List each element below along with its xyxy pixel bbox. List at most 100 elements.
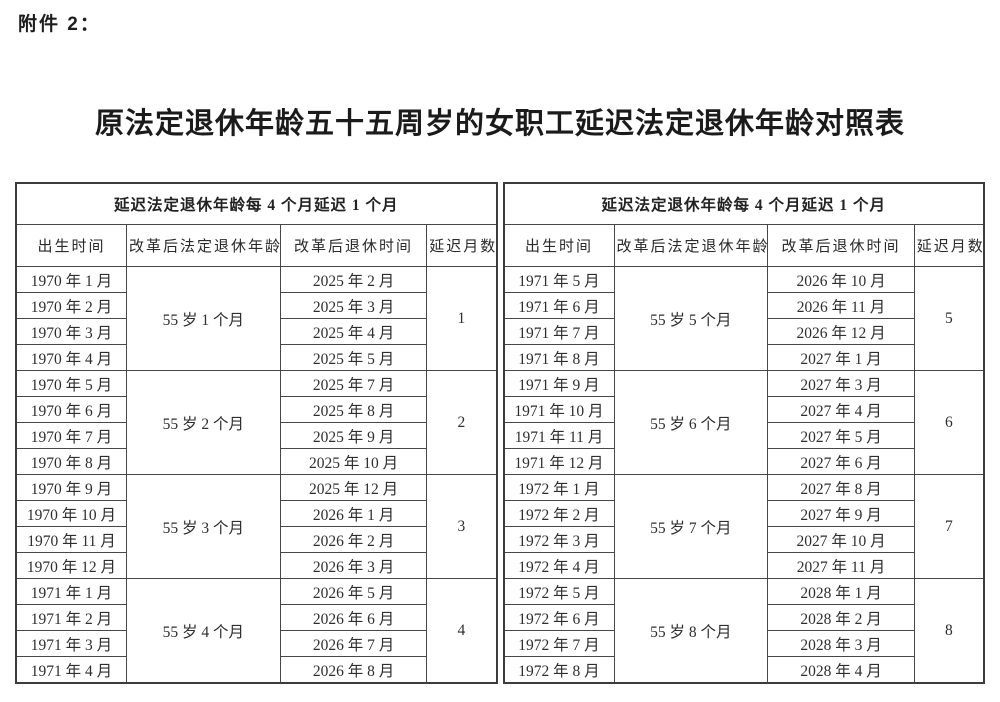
age-cell: 55 岁 8 个月	[613, 578, 769, 684]
birth-cell: 1971 年 6 月	[503, 292, 615, 319]
birth-cell: 1970 年 6 月	[15, 396, 127, 423]
table-row: 1972 年 1 月 55 岁 7 个月 2027 年 8 月 7	[503, 474, 985, 579]
table-row: 1971 年 2 月 2026 年 6 月	[15, 604, 497, 631]
retire-cell: 2026 年 6 月	[279, 604, 428, 631]
retire-cell: 2027 年 4 月	[767, 396, 915, 423]
birth-cell: 1970 年 2 月	[15, 292, 127, 319]
table-row: 1970 年 3 月 2025 年 4 月	[15, 318, 497, 345]
retire-cell: 2028 年 3 月	[767, 630, 915, 657]
retire-cell: 2025 年 9 月	[279, 422, 428, 449]
retire-cell: 2026 年 2 月	[279, 526, 428, 553]
birth-cell: 1970 年 5 月	[15, 370, 127, 397]
birth-cell: 1970 年 10 月	[15, 500, 127, 527]
birth-cell: 1972 年 3 月	[503, 526, 615, 553]
retire-cell: 2026 年 11 月	[767, 292, 915, 319]
table-row: 1970 年 6 月 2025 年 8 月	[15, 396, 497, 423]
retire-cell: 2027 年 3 月	[767, 370, 915, 397]
retire-cell: 2025 年 10 月	[279, 448, 428, 475]
table-group-header: 延迟法定退休年龄每 4 个月延迟 1 个月	[503, 182, 985, 225]
table-row: 1972 年 6 月 2028 年 2 月	[503, 604, 985, 631]
retire-cell: 2026 年 8 月	[279, 656, 428, 684]
table-row: 1971 年 8 月 2027 年 1 月	[503, 344, 985, 371]
birth-cell: 1970 年 8 月	[15, 448, 127, 475]
age-cell: 55 岁 7 个月	[613, 474, 769, 579]
col-header-retire: 改革后退休时间	[767, 224, 915, 267]
age-cell: 55 岁 2 个月	[126, 370, 281, 475]
delay-cell: 4	[426, 578, 497, 684]
table-row: 1971 年 6 月 2026 年 11 月	[503, 292, 985, 319]
retire-cell: 2027 年 11 月	[767, 552, 915, 579]
age-cell: 55 岁 5 个月	[613, 266, 769, 371]
table-row: 1970 年 4 月 2025 年 5 月	[15, 344, 497, 371]
table-row: 1972 年 8 月 2028 年 4 月	[503, 656, 985, 684]
table-row: 1972 年 5 月 55 岁 8 个月 2028 年 1 月 8	[503, 578, 985, 684]
retire-cell: 2026 年 5 月	[279, 578, 428, 605]
delay-cell: 1	[426, 266, 497, 371]
retire-cell: 2025 年 2 月	[279, 266, 428, 293]
delay-cell: 7	[913, 474, 985, 579]
group-header-row: 延迟法定退休年龄每 4 个月延迟 1 个月	[503, 182, 985, 225]
birth-cell: 1970 年 1 月	[15, 266, 127, 293]
table-row: 1971 年 4 月 2026 年 8 月	[15, 656, 497, 684]
table-row: 1970 年 1 月 55 岁 1 个月 2025 年 2 月 1	[15, 266, 497, 371]
birth-cell: 1971 年 1 月	[15, 578, 127, 605]
retire-cell: 2027 年 1 月	[767, 344, 915, 371]
retire-cell: 2028 年 2 月	[767, 604, 915, 631]
retirement-table-left: 延迟法定退休年龄每 4 个月延迟 1 个月 出生时间 改革后法定退休年龄 改革后…	[15, 182, 498, 684]
birth-cell: 1972 年 2 月	[503, 500, 615, 527]
retire-cell: 2026 年 3 月	[279, 552, 428, 579]
table-row: 1971 年 7 月 2026 年 12 月	[503, 318, 985, 345]
retirement-tables: 延迟法定退休年龄每 4 个月延迟 1 个月 出生时间 改革后法定退休年龄 改革后…	[15, 182, 985, 684]
retire-cell: 2025 年 5 月	[279, 344, 428, 371]
col-header-retire: 改革后退休时间	[279, 224, 428, 267]
table-row: 1970 年 9 月 55 岁 3 个月 2025 年 12 月 3	[15, 474, 497, 579]
table-row: 1971 年 1 月 55 岁 4 个月 2026 年 5 月 4	[15, 578, 497, 684]
birth-cell: 1972 年 5 月	[503, 578, 615, 605]
birth-cell: 1972 年 8 月	[503, 656, 615, 684]
retire-cell: 2027 年 8 月	[767, 474, 915, 501]
retire-cell: 2027 年 10 月	[767, 526, 915, 553]
table-row: 1970 年 5 月 55 岁 2 个月 2025 年 7 月 2	[15, 370, 497, 475]
birth-cell: 1971 年 9 月	[503, 370, 615, 397]
birth-cell: 1971 年 11 月	[503, 422, 615, 449]
retire-cell: 2027 年 6 月	[767, 448, 915, 475]
retire-cell: 2028 年 4 月	[767, 656, 915, 684]
birth-cell: 1971 年 10 月	[503, 396, 615, 423]
age-cell: 55 岁 4 个月	[126, 578, 281, 684]
retire-cell: 2025 年 7 月	[279, 370, 428, 397]
table-row: 1970 年 7 月 2025 年 9 月	[15, 422, 497, 449]
retire-cell: 2028 年 1 月	[767, 578, 915, 605]
retire-cell: 2025 年 3 月	[279, 292, 428, 319]
age-cell: 55 岁 1 个月	[126, 266, 281, 371]
col-header-birth: 出生时间	[15, 224, 127, 267]
birth-cell: 1972 年 1 月	[503, 474, 615, 501]
table-row: 1971 年 5 月 55 岁 5 个月 2026 年 10 月 5	[503, 266, 985, 371]
attachment-label: 附件 2：	[18, 14, 101, 35]
age-cell: 55 岁 6 个月	[613, 370, 769, 475]
col-header-age: 改革后法定退休年龄	[613, 224, 769, 267]
table-row: 1972 年 7 月 2028 年 3 月	[503, 630, 985, 657]
birth-cell: 1970 年 4 月	[15, 344, 127, 371]
birth-cell: 1971 年 4 月	[15, 656, 127, 684]
retire-cell: 2025 年 12 月	[279, 474, 428, 501]
retire-cell: 2026 年 12 月	[767, 318, 915, 345]
retirement-table-right: 延迟法定退休年龄每 4 个月延迟 1 个月 出生时间 改革后法定退休年龄 改革后…	[502, 182, 985, 684]
age-cell: 55 岁 3 个月	[126, 474, 281, 579]
birth-cell: 1971 年 2 月	[15, 604, 127, 631]
table-row: 1970 年 8 月 2025 年 10 月	[15, 448, 497, 475]
col-header-delay: 延迟月数	[913, 224, 985, 267]
birth-cell: 1972 年 4 月	[503, 552, 615, 579]
table-row: 1972 年 3 月 2027 年 10 月	[503, 526, 985, 553]
table-row: 1971 年 9 月 55 岁 6 个月 2027 年 3 月 6	[503, 370, 985, 475]
retire-cell: 2025 年 8 月	[279, 396, 428, 423]
birth-cell: 1970 年 9 月	[15, 474, 127, 501]
delay-cell: 2	[426, 370, 497, 475]
birth-cell: 1972 年 7 月	[503, 630, 615, 657]
retire-cell: 2026 年 7 月	[279, 630, 428, 657]
table-row: 1971 年 10 月 2027 年 4 月	[503, 396, 985, 423]
retire-cell: 2026 年 10 月	[767, 266, 915, 293]
column-header-row: 出生时间 改革后法定退休年龄 改革后退休时间 延迟月数	[503, 224, 985, 267]
birth-cell: 1971 年 12 月	[503, 448, 615, 475]
table-row: 1970 年 10 月 2026 年 1 月	[15, 500, 497, 527]
table-row: 1971 年 11 月 2027 年 5 月	[503, 422, 985, 449]
